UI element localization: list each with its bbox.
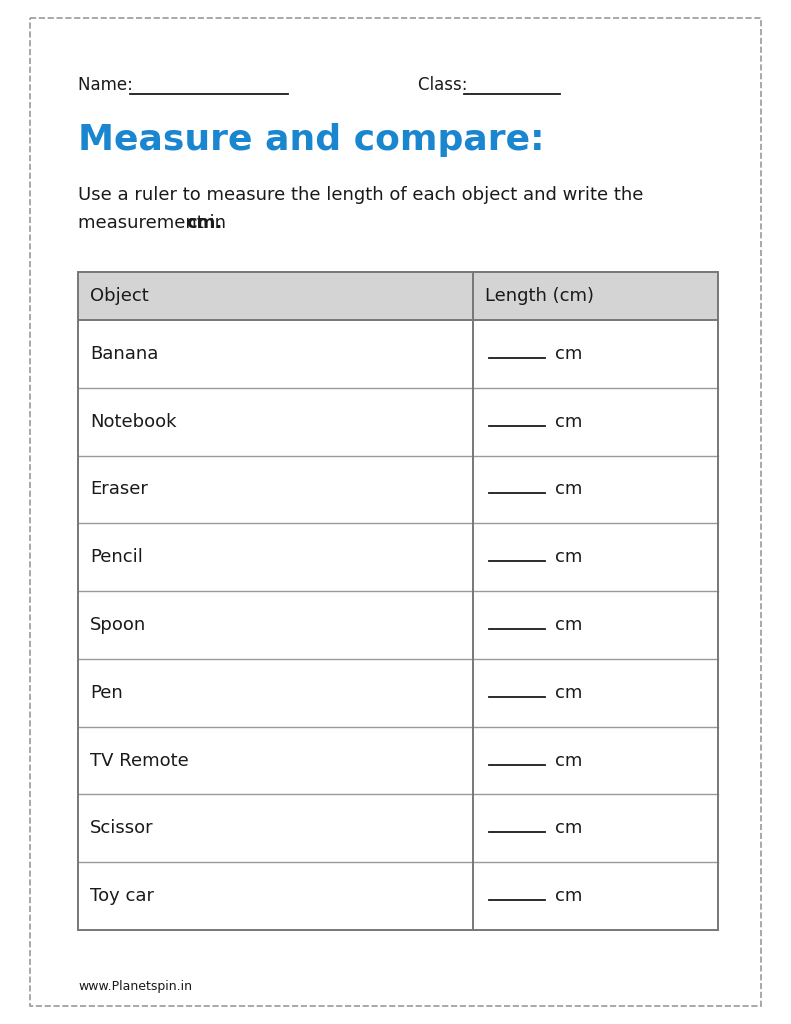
Text: Eraser: Eraser <box>90 480 148 499</box>
Text: TV Remote: TV Remote <box>90 752 189 770</box>
Text: Class:: Class: <box>418 76 473 94</box>
Text: Spoon: Spoon <box>90 616 146 634</box>
Text: Scissor: Scissor <box>90 819 153 838</box>
Bar <box>78 272 718 930</box>
Text: cm: cm <box>554 616 582 634</box>
Text: www.Planetspin.in: www.Planetspin.in <box>78 980 192 993</box>
Text: Length (cm): Length (cm) <box>485 287 594 305</box>
Text: cm: cm <box>554 684 582 701</box>
Text: cm: cm <box>554 548 582 566</box>
Text: Name:: Name: <box>78 76 138 94</box>
Text: cm: cm <box>554 752 582 770</box>
Text: measurement in: measurement in <box>78 214 232 232</box>
Bar <box>78 272 718 319</box>
Text: Pencil: Pencil <box>90 548 143 566</box>
Text: Measure and compare:: Measure and compare: <box>78 123 544 157</box>
Text: Notebook: Notebook <box>90 413 176 431</box>
Text: cm: cm <box>554 819 582 838</box>
Text: cm: cm <box>554 480 582 499</box>
Text: Toy car: Toy car <box>90 887 154 905</box>
Text: Banana: Banana <box>90 345 158 362</box>
Text: cm: cm <box>554 413 582 431</box>
Text: cm.: cm. <box>186 214 222 232</box>
Text: cm: cm <box>554 887 582 905</box>
Text: cm: cm <box>554 345 582 362</box>
Text: Use a ruler to measure the length of each object and write the: Use a ruler to measure the length of eac… <box>78 186 643 204</box>
Text: Object: Object <box>90 287 149 305</box>
Text: Pen: Pen <box>90 684 123 701</box>
